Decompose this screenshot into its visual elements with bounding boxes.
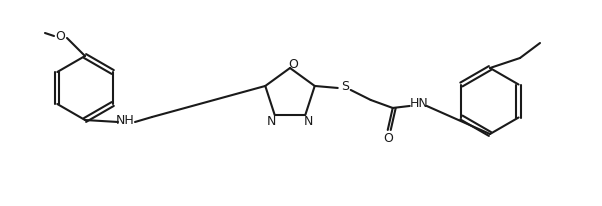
Text: N: N bbox=[303, 114, 313, 127]
Text: O: O bbox=[55, 29, 65, 42]
Text: NH: NH bbox=[116, 114, 134, 127]
Text: S: S bbox=[341, 80, 349, 93]
Text: N: N bbox=[267, 114, 276, 127]
Text: O: O bbox=[383, 132, 393, 145]
Text: HN: HN bbox=[409, 97, 428, 110]
Text: O: O bbox=[288, 57, 298, 70]
